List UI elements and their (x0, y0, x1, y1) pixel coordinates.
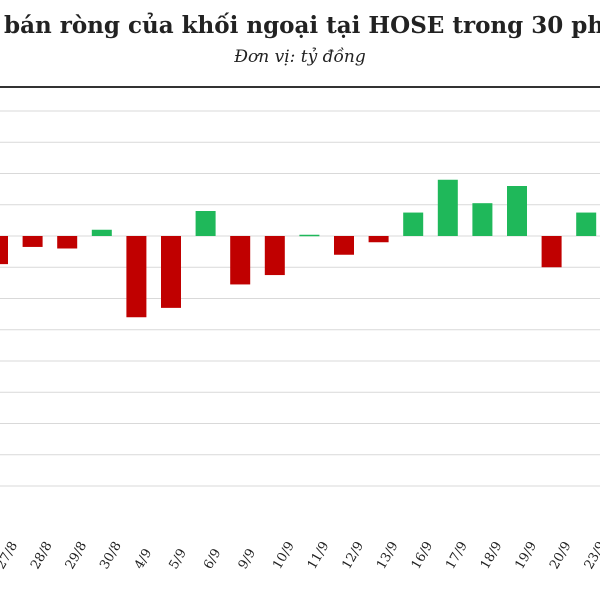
bar-17-9 (437, 179, 458, 236)
tick-label: 5/9 (166, 546, 189, 572)
x-tick-labels: 27/8 28/8 29/8 30/8 4/9 5/9 6/9 9/9 10/9 11/9 12/9… (0, 539, 600, 572)
tick-label: 16/9 (409, 539, 437, 572)
gridlines (0, 110, 600, 487)
tick-label: 17/9 (443, 539, 471, 572)
bar-29-8 (57, 236, 78, 249)
tick-label: 9/9 (236, 546, 259, 572)
bar-16-9 (403, 212, 424, 236)
tick-label: 4/9 (132, 546, 155, 572)
bar-27-8 (0, 236, 8, 265)
bar-20-9 (541, 236, 562, 268)
bar-6-9 (195, 211, 216, 236)
tick-label: 29/8 (63, 539, 91, 572)
title-frame (0, 0, 600, 88)
bar-13-9 (368, 236, 389, 243)
tick-label: 27/8 (0, 539, 21, 572)
bar-23-9 (576, 212, 597, 236)
bar-12-9 (334, 236, 354, 255)
chart-subtitle: Đơn vị: tỷ đồng (234, 47, 366, 67)
bar-28-8 (22, 236, 43, 247)
tick-label: 23/9 (582, 539, 600, 572)
tick-label: 20/9 (547, 539, 575, 572)
tick-label: 28/8 (28, 539, 56, 572)
bar-19-9 (507, 186, 527, 236)
tick-label: 11/9 (305, 539, 333, 572)
tick-label: 30/8 (97, 539, 125, 572)
chart-title: bán ròng của khối ngoại tại HOSE trong 3… (4, 12, 600, 39)
tick-label: 10/9 (270, 539, 298, 572)
tick-label: 19/9 (512, 539, 540, 572)
bar-4-9 (126, 236, 147, 318)
tick-label: 6/9 (201, 546, 224, 572)
bar-11-9 (299, 234, 320, 237)
bars (0, 179, 597, 318)
bar-10-9 (264, 236, 285, 276)
bar-5-9 (161, 236, 181, 308)
bar-30-8 (91, 229, 112, 236)
bar-18-9 (472, 203, 493, 236)
bar-9-9 (230, 236, 251, 285)
tick-label: 12/9 (339, 539, 367, 572)
tick-label: 13/9 (374, 539, 402, 572)
tick-label: 18/9 (478, 539, 506, 572)
